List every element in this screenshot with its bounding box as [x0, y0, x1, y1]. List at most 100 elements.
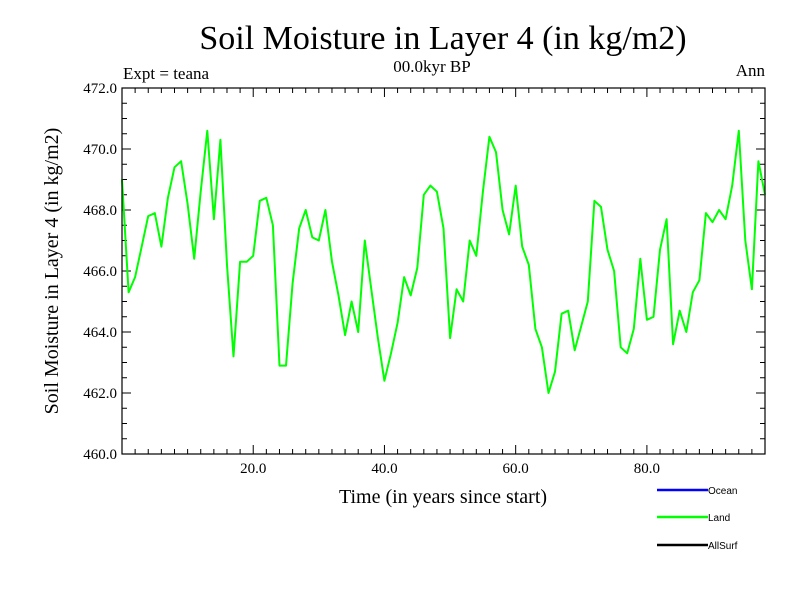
data-point	[593, 200, 596, 202]
data-point	[154, 212, 156, 214]
data-point	[232, 355, 235, 357]
data-point	[331, 261, 333, 263]
data-point	[731, 185, 733, 187]
data-point	[180, 160, 182, 162]
data-point	[561, 313, 563, 315]
data-point	[626, 352, 628, 354]
data-point	[160, 246, 162, 248]
data-point	[633, 328, 635, 330]
data-point	[193, 258, 195, 260]
data-point	[652, 316, 655, 318]
data-point	[456, 288, 458, 290]
data-point	[213, 218, 215, 220]
data-point	[134, 276, 136, 278]
data-point	[390, 352, 392, 354]
data-point	[285, 364, 287, 367]
legend: Ocean Land AllSurf	[657, 486, 738, 552]
data-point	[646, 319, 648, 321]
data-point	[659, 249, 661, 251]
data-point	[744, 239, 746, 242]
y-tick-label: 464.0	[83, 325, 117, 341]
data-point	[685, 331, 687, 333]
y-tick-label: 470.0	[83, 142, 117, 158]
data-point	[226, 264, 228, 266]
data-point	[206, 130, 208, 132]
data-point	[423, 194, 425, 196]
data-point	[141, 246, 143, 248]
data-point	[639, 258, 641, 260]
data-point	[757, 160, 760, 162]
data-point	[567, 310, 569, 312]
x-tick-label: 60.0	[503, 461, 529, 477]
y-tick-label: 460.0	[83, 447, 117, 463]
data-point	[574, 349, 576, 351]
x-tick-label: 80.0	[634, 461, 660, 477]
data-point	[751, 288, 753, 290]
data-point	[469, 239, 471, 242]
data-point	[606, 249, 609, 251]
legend-label-ocean: Ocean	[708, 486, 737, 497]
data-point	[291, 282, 294, 284]
period-label: Ann	[736, 61, 766, 80]
data-point	[344, 334, 346, 336]
data-point	[528, 264, 530, 266]
data-point	[200, 191, 202, 193]
data-point	[508, 233, 510, 235]
data-point	[436, 191, 438, 193]
data-point	[541, 346, 543, 348]
data-point	[587, 300, 589, 303]
y-tick-label: 472.0	[83, 81, 117, 97]
data-point	[305, 209, 307, 211]
data-point	[665, 218, 668, 220]
series-line-land	[121, 129, 766, 394]
data-point	[738, 130, 740, 132]
data-point	[187, 203, 189, 205]
data-point	[173, 166, 176, 168]
data-point	[252, 255, 254, 257]
data-point	[580, 325, 582, 327]
data-point	[725, 218, 727, 220]
data-point	[547, 392, 550, 394]
data-point	[416, 267, 418, 269]
data-point	[337, 294, 340, 296]
x-tick-label: 40.0	[371, 461, 397, 477]
data-point	[620, 346, 622, 348]
data-point	[272, 224, 274, 226]
data-point	[534, 328, 536, 330]
y-tick-label: 468.0	[83, 203, 117, 219]
data-point	[246, 261, 248, 263]
data-point	[298, 227, 300, 229]
plot-frame	[121, 87, 766, 455]
data-point	[679, 310, 681, 312]
data-point	[442, 227, 445, 229]
x-tick-label: 20.0	[240, 461, 266, 477]
chart-subtitle: 00.0kyr BP	[393, 57, 470, 76]
axes: 20.0 40.0 60.0 80.0 460.0 462.0 464.0 466.0 468.…	[83, 81, 765, 477]
data-point	[410, 294, 412, 296]
data-point	[613, 270, 615, 272]
series-layer	[121, 129, 766, 394]
y-axis-label: Soil Moisture in Layer 4 (in kg/m2)	[41, 128, 63, 415]
data-point	[698, 279, 700, 281]
data-point	[259, 200, 261, 202]
data-point	[357, 331, 359, 333]
data-point	[351, 300, 353, 303]
data-point	[711, 221, 714, 223]
data-point	[515, 185, 517, 187]
data-point	[521, 246, 523, 248]
data-point	[403, 276, 405, 278]
data-point	[147, 215, 149, 217]
data-point	[449, 337, 451, 339]
data-point	[495, 151, 497, 153]
data-point	[239, 261, 241, 263]
data-point	[600, 206, 602, 208]
data-point	[554, 371, 556, 373]
data-point	[705, 212, 707, 214]
data-point	[672, 343, 674, 345]
legend-label-land: Land	[708, 513, 730, 524]
data-point	[127, 291, 130, 293]
data-point	[370, 288, 372, 290]
chart-title: Soil Moisture in Layer 4 (in kg/m2)	[199, 20, 686, 57]
data-point	[383, 380, 386, 382]
